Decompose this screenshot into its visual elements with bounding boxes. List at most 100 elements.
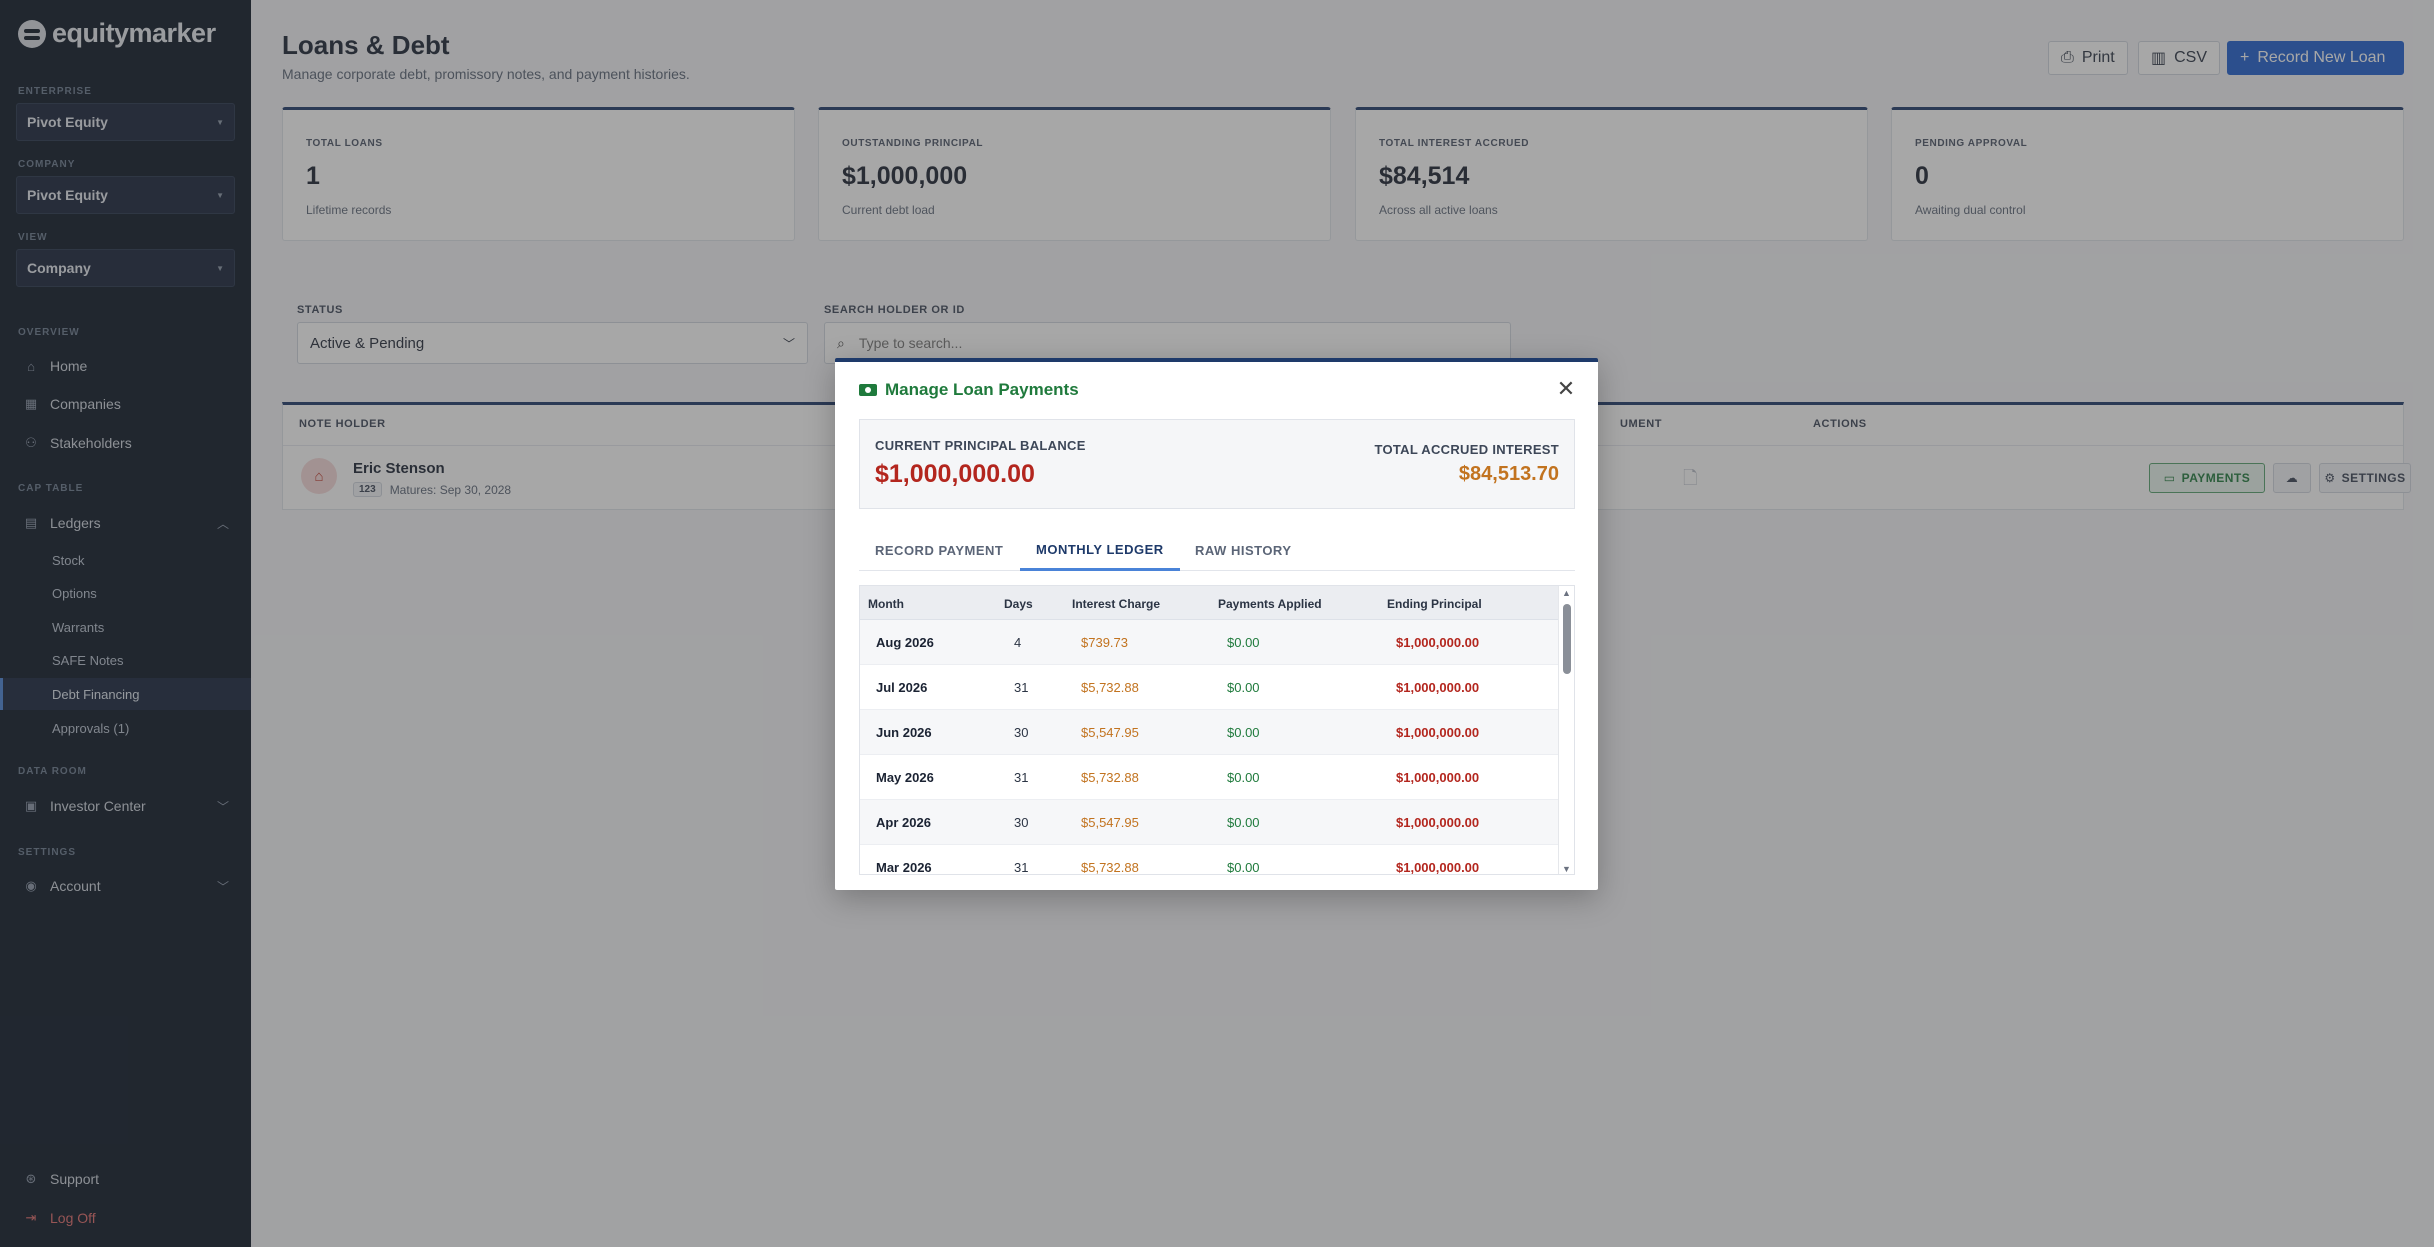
sub-item-safe-notes[interactable]: SAFE Notes: [52, 652, 124, 668]
chevron-down-icon: ﹀: [782, 336, 795, 351]
cell-days: 30: [1014, 815, 1029, 830]
cell-ending: $1,000,000.00: [1396, 860, 1480, 875]
nav-ledgers[interactable]: ▤ Ledgers ︿: [0, 507, 251, 539]
tab-record-payment[interactable]: RECORD PAYMENT: [875, 543, 1004, 558]
nav-ledgers-label: Ledgers: [50, 515, 101, 531]
search-field[interactable]: ⌕: [824, 322, 1511, 364]
scroll-down-icon[interactable]: ▼: [1562, 864, 1571, 874]
cell-days: 30: [1014, 725, 1029, 740]
csv-button[interactable]: ▥ CSV: [2138, 41, 2221, 75]
cell-payments: $0.00: [1227, 815, 1260, 830]
file-csv-icon: ▥: [2151, 50, 2167, 67]
csv-label: CSV: [2174, 49, 2208, 66]
overview-section-label: OVERVIEW: [18, 327, 80, 338]
col-document: UMENT: [1620, 418, 1663, 430]
nav-log-off[interactable]: ⇥ Log Off: [0, 1202, 251, 1234]
stat-sub: Lifetime records: [306, 203, 392, 217]
holder-meta: 123 Matures: Sep 30, 2028: [353, 482, 511, 497]
view-select[interactable]: Company ▼: [16, 249, 235, 287]
cell-interest: $5,547.95: [1081, 725, 1139, 740]
brand-logo[interactable]: equitymarker: [18, 18, 216, 49]
chevron-down-icon: ﹀: [216, 799, 229, 814]
table-row: Apr 2026 30 $5,547.95 $0.00 $1,000,000.0…: [860, 800, 1560, 845]
tab-monthly-ledger[interactable]: MONTHLY LEDGER: [1020, 530, 1180, 571]
sub-item-warrants[interactable]: Warrants: [52, 619, 105, 635]
cell-month: May 2026: [876, 770, 934, 785]
briefcase-icon: ▣: [24, 798, 38, 813]
data-room-section-label: DATA ROOM: [18, 766, 87, 777]
cell-month: Apr 2026: [876, 815, 931, 830]
col-actions: ACTIONS: [1813, 418, 1867, 430]
settings-label: SETTINGS: [2341, 471, 2406, 485]
stat-sub: Across all active loans: [1379, 203, 1498, 217]
table-row[interactable]: ⌂ Eric Stenson 123 Matures: Sep 30, 2028…: [283, 445, 2411, 510]
page-title: Loans & Debt: [282, 30, 450, 60]
payments-button[interactable]: ▭ PAYMENTS: [2149, 463, 2265, 493]
cell-ending: $1,000,000.00: [1396, 725, 1480, 740]
cell-ending: $1,000,000.00: [1396, 680, 1480, 695]
table-row: Aug 2026 4 $739.73 $0.00 $1,000,000.00: [860, 620, 1560, 665]
enterprise-select[interactable]: Pivot Equity ▼: [16, 103, 235, 141]
stat-label: TOTAL INTEREST ACCRUED: [1379, 138, 1530, 149]
nav-stakeholders[interactable]: ⚇ Stakeholders: [0, 427, 251, 459]
ledger-header: Month Days Interest Charge Payments Appl…: [860, 586, 1560, 620]
scrollbar-thumb[interactable]: [1563, 604, 1571, 674]
cell-days: 31: [1014, 860, 1029, 875]
record-new-loan-label: Record New Loan: [2257, 49, 2386, 66]
tab-raw-history[interactable]: RAW HISTORY: [1195, 543, 1292, 558]
nav-support-label: Support: [50, 1171, 100, 1187]
col-ending-principal: Ending Principal: [1387, 597, 1482, 611]
nav-investor-center[interactable]: ▣ Investor Center ﹀: [0, 790, 251, 822]
interest-label: TOTAL ACCRUED INTEREST: [1374, 442, 1559, 457]
status-filter-select[interactable]: Active & Pending ﹀: [297, 322, 808, 364]
stat-value: $1,000,000: [842, 162, 968, 190]
print-button[interactable]: ⎙ Print: [2048, 41, 2128, 75]
sign-out-icon: ⇥: [25, 1210, 37, 1225]
stat-card-total-interest: TOTAL INTEREST ACCRUED $84,514 Across al…: [1355, 107, 1868, 241]
col-month: Month: [868, 597, 904, 611]
search-input[interactable]: [858, 335, 1459, 351]
sub-item-debt-financing[interactable]: Debt Financing: [0, 678, 251, 710]
cell-month: Mar 2026: [876, 860, 932, 875]
settings-button[interactable]: ⚙ SETTINGS: [2319, 463, 2411, 493]
cell-ending: $1,000,000.00: [1396, 635, 1480, 650]
sub-item-stock[interactable]: Stock: [52, 552, 85, 568]
close-icon[interactable]: ✕: [1556, 376, 1576, 401]
gear-icon: ⚙: [2324, 471, 2336, 485]
cell-days: 31: [1014, 680, 1029, 695]
table-row: Jun 2026 30 $5,547.95 $0.00 $1,000,000.0…: [860, 710, 1560, 755]
cell-days: 4: [1014, 635, 1022, 650]
sub-item-approvals[interactable]: Approvals (1): [52, 720, 130, 736]
table-row: May 2026 31 $5,732.88 $0.00 $1,000,000.0…: [860, 755, 1560, 800]
col-payments: Payments Applied: [1218, 597, 1322, 611]
modal-title-text: Manage Loan Payments: [885, 380, 1079, 399]
enterprise-value: Pivot Equity: [27, 114, 108, 130]
stat-value: 1: [306, 162, 320, 190]
nav-account[interactable]: ◉ Account ﹀: [0, 870, 251, 902]
nav-home-label: Home: [50, 358, 88, 374]
cloud-upload-button[interactable]: ☁: [2273, 463, 2311, 493]
balance-summary: CURRENT PRINCIPAL BALANCE $1,000,000.00 …: [859, 419, 1575, 509]
document-icon[interactable]: 🗋: [1683, 468, 1698, 488]
scroll-up-icon[interactable]: ▲: [1562, 588, 1571, 598]
plus-icon: +: [2240, 49, 2250, 66]
view-value: Company: [27, 260, 91, 276]
sub-item-options[interactable]: Options: [52, 585, 97, 601]
stat-value: $84,514: [1379, 162, 1470, 190]
cell-payments: $0.00: [1227, 635, 1260, 650]
cap-table-section-label: CAP TABLE: [18, 483, 84, 494]
stat-label: PENDING APPROVAL: [1915, 138, 2028, 149]
cell-ending: $1,000,000.00: [1396, 815, 1480, 830]
company-select[interactable]: Pivot Equity ▼: [16, 176, 235, 214]
bank-icon: ⌂: [301, 458, 337, 494]
nav-companies[interactable]: ▦ Companies: [0, 388, 251, 420]
cell-interest: $5,547.95: [1081, 815, 1139, 830]
ledger-scrollbar[interactable]: ▲ ▼: [1558, 586, 1574, 874]
cell-payments: $0.00: [1227, 860, 1260, 875]
nav-support[interactable]: ⊛ Support: [0, 1163, 251, 1195]
view-label: VIEW: [18, 232, 48, 243]
logo-icon: [18, 19, 46, 48]
nav-home[interactable]: ⌂ Home: [0, 350, 251, 382]
table-row: Mar 2026 31 $5,732.88 $0.00 $1,000,000.0…: [860, 845, 1560, 875]
record-new-loan-button[interactable]: + Record New Loan: [2227, 41, 2404, 75]
